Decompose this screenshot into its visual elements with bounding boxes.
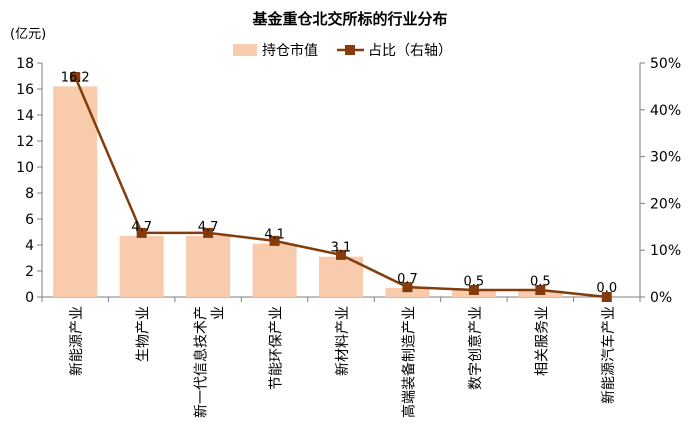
category-label: 新一代信息技术产 [193,306,210,418]
bar-data-label: 0.0 [596,281,617,296]
line-marker [136,227,147,238]
left-tick-label: 4 [25,238,34,254]
right-tick-label: 40% [650,103,681,119]
line-marker [601,292,612,302]
category-label: 节能环保产业 [269,306,285,390]
line-marker [468,284,479,295]
bar-data-label: 4.7 [131,220,152,235]
left-tick-label: 12 [16,134,34,150]
bar [385,287,430,297]
plot-area: 0 2 4 6 8 10 12 14 16 18 0% 10% 20% 30% 40% 50% 16.2 4.7 4… [16,56,681,418]
bar-data-label: 16.2 [61,70,90,85]
left-tick-label: 2 [25,264,34,280]
line-marker [535,284,546,295]
left-tick-label: 8 [25,186,34,202]
category-label: 业 [211,306,227,320]
category-label: 新能源产业 [69,306,85,376]
bar-data-label: 4.1 [264,228,285,243]
category-label: 相关服务业 [534,306,550,376]
line-marker [203,227,214,238]
left-axis-unit: (亿元) [10,27,46,42]
category-label: 高端装备制造产业 [400,306,417,418]
left-tick-label: 14 [16,108,34,124]
left-tick-label: 10 [16,160,34,176]
left-tick-label: 6 [25,212,34,228]
bar [319,256,363,297]
right-tick-label: 10% [650,243,681,259]
bar [119,235,164,297]
bar [252,243,297,297]
left-tick-label: 0 [25,290,34,306]
legend-bar-label: 持仓市值 [262,42,318,59]
right-tick-label: 30% [650,150,681,166]
legend: 持仓市值 占比（右轴） [233,42,452,59]
legend-bar-swatch [233,44,257,56]
line-marker [269,235,280,246]
bar [186,235,231,297]
left-tick-label: 18 [16,56,34,72]
line-marker [402,282,413,293]
category-label: 生物产业 [136,306,152,362]
category-label: 新材料产业 [335,306,351,376]
legend-line-marker [345,45,355,55]
line-marker [336,249,346,260]
right-tick-label: 50% [650,56,681,72]
bar-data-label: 3.1 [331,241,352,256]
line-marker [70,72,81,83]
bar-data-label: 4.7 [198,220,219,235]
category-label: 新能源汽车产业 [600,306,617,404]
bar-data-label: 0.7 [397,272,418,287]
bar [53,86,98,298]
left-tick-label: 16 [16,82,34,98]
right-tick-label: 0% [650,290,672,306]
legend-line-label: 占比（右轴） [368,43,452,59]
right-tick-label: 20% [650,196,681,212]
chart-title: 基金重仓北交所标的行业分布 [251,10,447,28]
category-label: 数字创意产业 [467,306,484,390]
bar-data-label: 0.5 [530,275,551,290]
bar-data-label: 0.5 [464,275,485,290]
